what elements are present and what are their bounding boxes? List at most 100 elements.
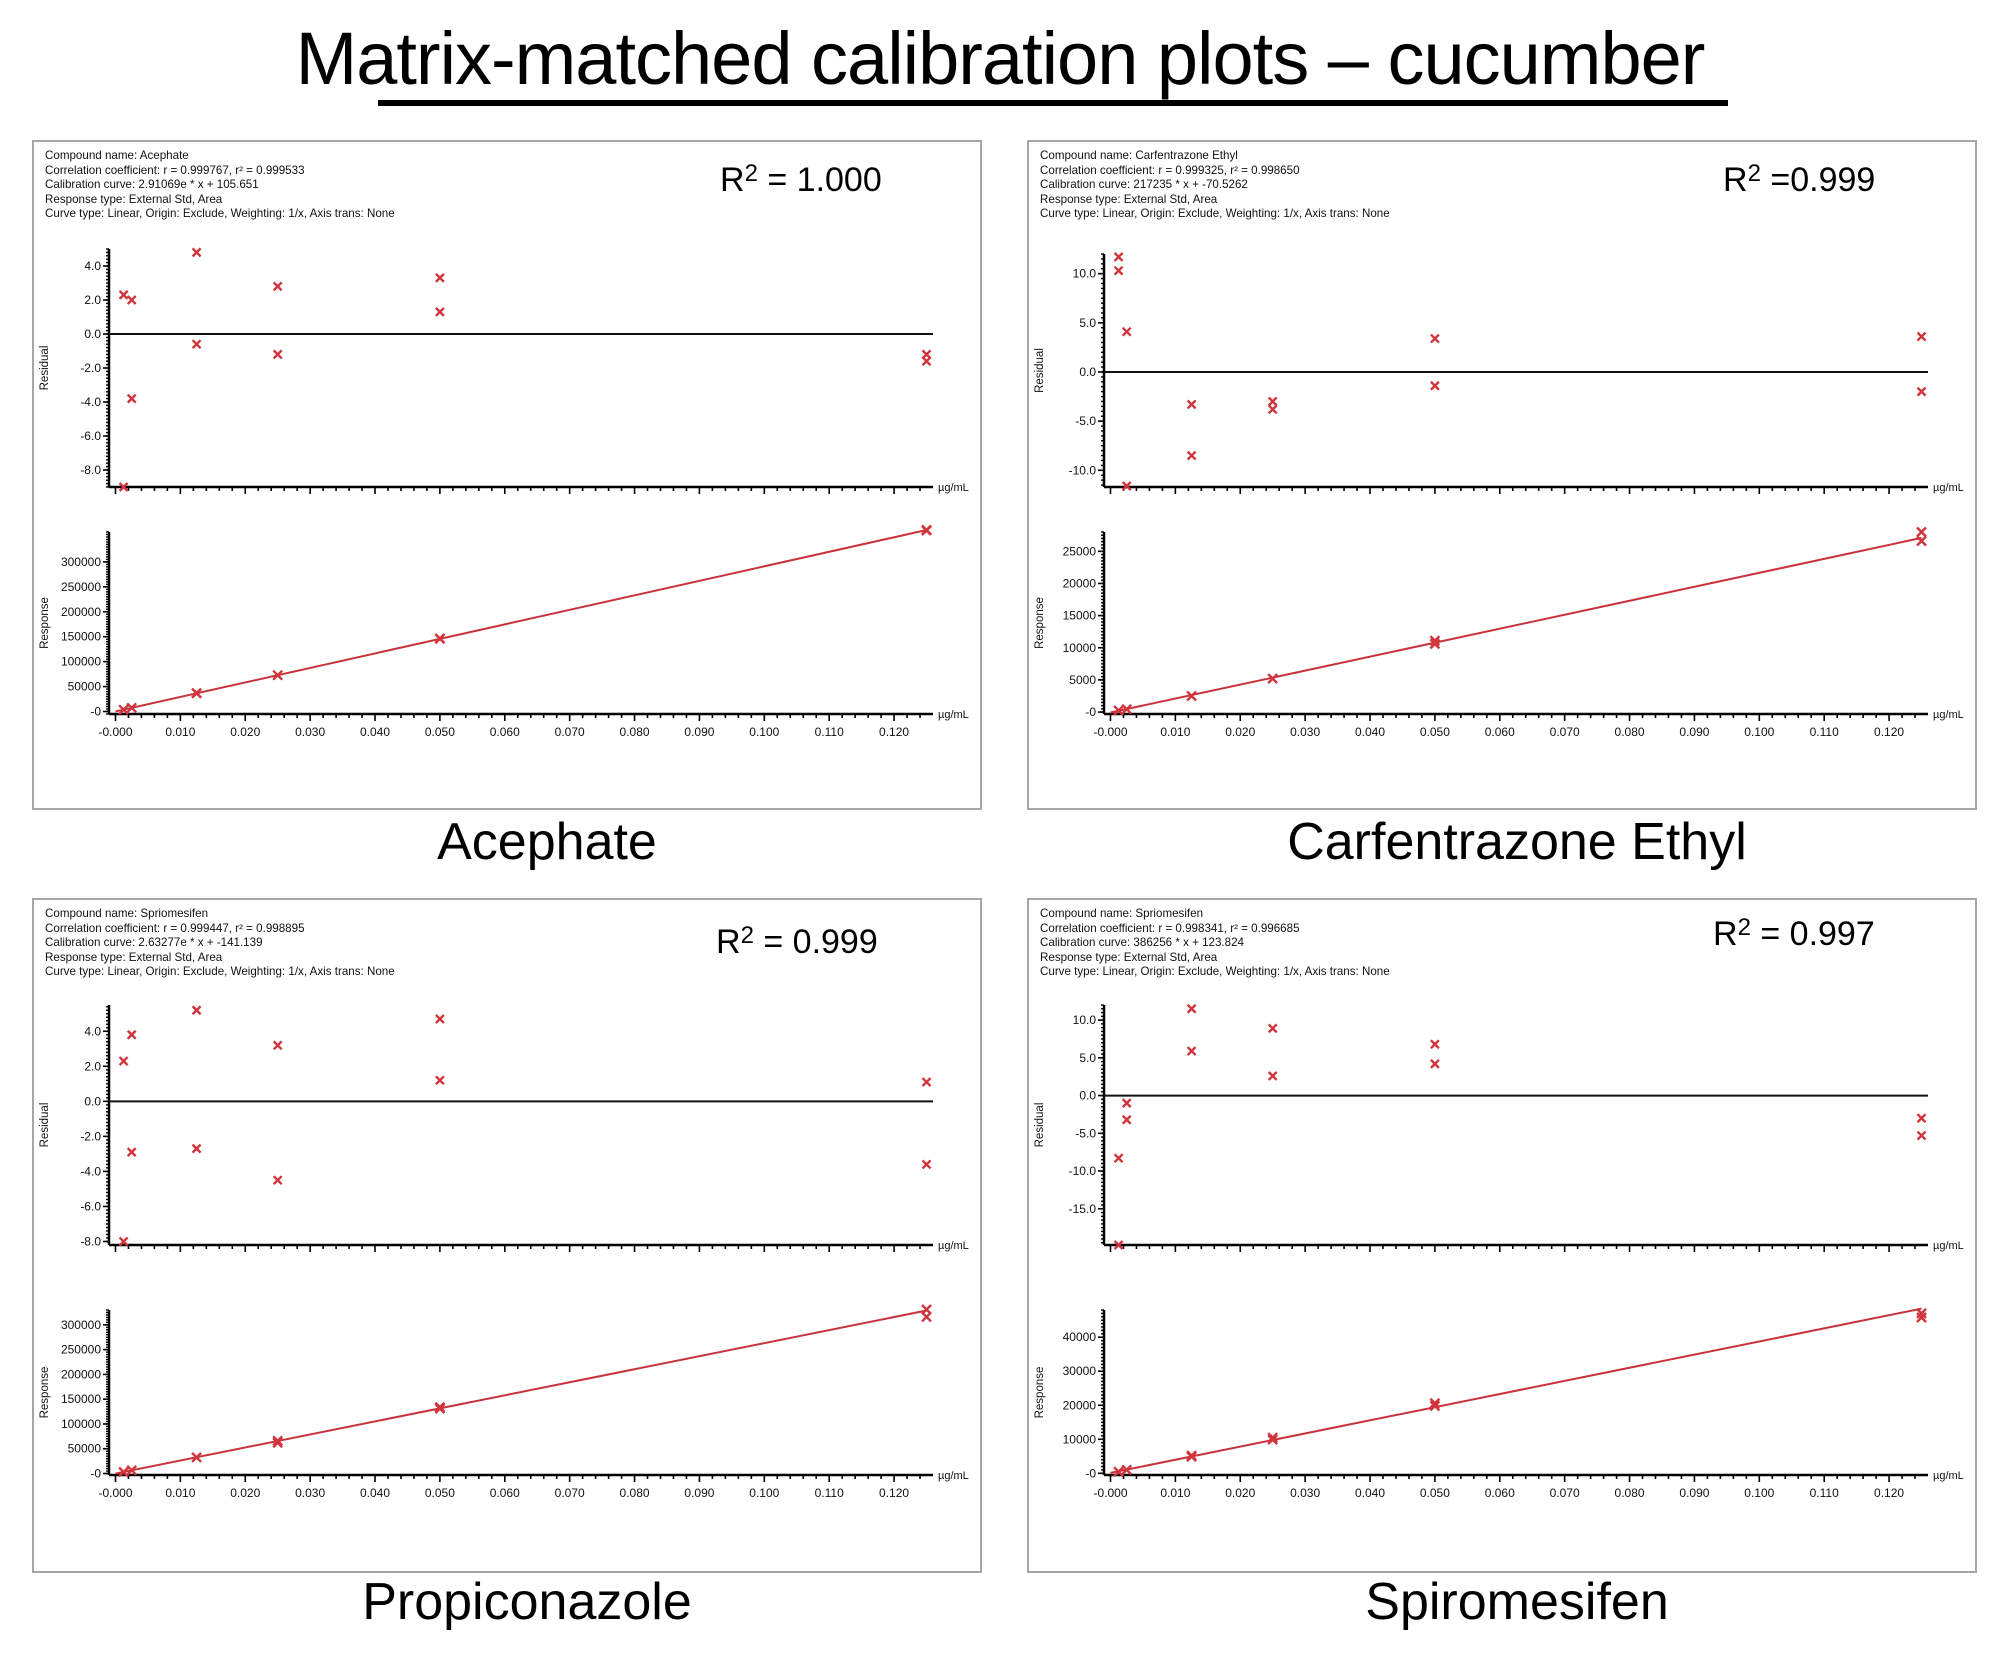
residual-point bbox=[921, 356, 932, 367]
info-correlation: Correlation coefficient: r = 0.999447, r… bbox=[45, 921, 305, 935]
residual-y-tick-label: -4.0 bbox=[80, 1164, 101, 1178]
calibration-fit-line bbox=[115, 1309, 927, 1475]
x-tick-label: 0.020 bbox=[230, 1486, 260, 1500]
r2-superscript: 2 bbox=[1747, 160, 1761, 187]
residual-y-tick-label: -6.0 bbox=[80, 1199, 101, 1213]
r2-superscript: 2 bbox=[1737, 914, 1751, 941]
info-calibration: Calibration curve: 2.91069e * x + 105.65… bbox=[45, 178, 259, 191]
r2-annotation: R2 = 1.000 bbox=[720, 160, 882, 200]
response-y-tick-label: 10000 bbox=[1063, 641, 1097, 655]
residual-point bbox=[272, 1175, 283, 1186]
response-y-tick-label: 40000 bbox=[1063, 1330, 1097, 1344]
response-y-tick-label: 10000 bbox=[1063, 1432, 1097, 1446]
residual-plot: 4.0 2.0 0.0 -2.0 -4.0 -6.0 -8.0 Residual µg/mL bbox=[39, 247, 969, 494]
response-point bbox=[118, 1466, 129, 1478]
x-tick-label: -0.000 bbox=[98, 1486, 132, 1500]
residual-y-tick-label: -2.0 bbox=[80, 1129, 101, 1143]
marker-stroke bbox=[435, 1014, 445, 1024]
marker-stroke bbox=[1916, 1308, 1927, 1319]
residual-point bbox=[191, 247, 202, 258]
marker-stroke bbox=[1429, 635, 1441, 647]
marker-stroke bbox=[272, 281, 283, 292]
calibration-panel-carfentrazone-ethyl: 10.0 5.0 0.0 -5.0 -10.0 Residual µg/mL 25000 200… bbox=[1027, 140, 1977, 810]
response-y-tick-label: 5000 bbox=[1069, 673, 1096, 687]
residual-y-axis-label: Residual bbox=[39, 1103, 51, 1148]
response-y-tick-label: -0 bbox=[1085, 705, 1096, 719]
compound-label: Propiconazole bbox=[362, 1573, 692, 1631]
marker-stroke bbox=[1121, 703, 1133, 715]
info-response-type: Response type: External Std, Area bbox=[45, 192, 223, 206]
residual-point bbox=[921, 1159, 932, 1170]
marker-stroke bbox=[1113, 1240, 1124, 1250]
info-correlation: Correlation coefficient: r = 0.999325, r… bbox=[1040, 163, 1300, 177]
title-underline bbox=[378, 100, 1728, 106]
marker-stroke bbox=[1186, 399, 1197, 410]
x-tick-label: 0.030 bbox=[295, 1486, 325, 1500]
x-tick-label: 0.050 bbox=[425, 1486, 455, 1500]
marker-stroke bbox=[1113, 252, 1124, 262]
response-plot: 25000 20000 15000 10000 5000 -0 Response µg/mL -… bbox=[1034, 526, 1964, 739]
marker-stroke bbox=[118, 1236, 129, 1247]
residual-point bbox=[1186, 1003, 1197, 1014]
residual-point bbox=[118, 1056, 129, 1066]
response-y-axis-label: Response bbox=[39, 597, 51, 649]
residual-point bbox=[126, 1029, 137, 1040]
marker-stroke bbox=[1113, 1153, 1124, 1164]
response-point bbox=[1916, 1308, 1927, 1319]
residual-point bbox=[1113, 252, 1124, 262]
marker-stroke bbox=[126, 1464, 138, 1476]
r2-annotation: R2 =0.999 bbox=[1723, 160, 1875, 200]
marker-stroke bbox=[1267, 1023, 1278, 1034]
compound-info: Compound name: Acephate Correlation coef… bbox=[45, 149, 395, 222]
x-tick-label: 0.070 bbox=[1550, 1486, 1580, 1500]
residual-point bbox=[1267, 1071, 1278, 1081]
marker-stroke bbox=[435, 307, 445, 317]
x-tick-label: -0.000 bbox=[1093, 725, 1127, 739]
marker-stroke bbox=[1121, 1114, 1132, 1125]
response-point bbox=[1121, 1464, 1133, 1476]
marker-stroke bbox=[1186, 1003, 1197, 1014]
r2-value: = 0.997 bbox=[1750, 915, 1875, 953]
marker-stroke bbox=[1267, 673, 1279, 684]
marker-stroke bbox=[1429, 1397, 1441, 1409]
residual-y-tick-label: 10.0 bbox=[1073, 267, 1097, 281]
marker-stroke bbox=[118, 704, 129, 716]
x-unit-label: µg/mL bbox=[1933, 482, 1964, 494]
residual-point bbox=[1186, 1046, 1197, 1056]
residual-point bbox=[126, 1147, 137, 1158]
response-point bbox=[1429, 635, 1441, 647]
marker-stroke bbox=[1916, 1130, 1927, 1141]
marker-stroke bbox=[118, 1056, 129, 1066]
x-tick-label: 0.110 bbox=[1810, 725, 1839, 739]
calibration-chart: 10.0 5.0 0.0 -5.0 -10.0 Residual µg/mL 25000 200… bbox=[1034, 252, 1964, 739]
residual-y-axis-label: Residual bbox=[39, 346, 51, 391]
response-y-axis-label: Response bbox=[39, 1367, 51, 1419]
x-tick-label: 0.010 bbox=[1160, 1486, 1190, 1500]
calibration-fit-line bbox=[115, 529, 927, 713]
x-tick-label: 0.050 bbox=[1420, 1486, 1450, 1500]
marker-stroke bbox=[272, 1175, 283, 1186]
x-tick-label: 0.120 bbox=[879, 1486, 909, 1500]
residual-point bbox=[1186, 399, 1197, 410]
marker-stroke bbox=[118, 1466, 129, 1478]
x-tick-label: 0.090 bbox=[684, 1486, 714, 1500]
residual-point bbox=[1430, 1059, 1440, 1069]
info-curve-type: Curve type: Linear, Origin: Exclude, Wei… bbox=[1040, 965, 1390, 978]
response-y-tick-label: 25000 bbox=[1063, 544, 1097, 558]
marker-stroke bbox=[118, 482, 129, 492]
marker-stroke bbox=[272, 1437, 284, 1449]
marker-stroke bbox=[191, 1143, 202, 1154]
compound-info: Compound name: Spriomesifen Correlation … bbox=[1040, 907, 1390, 980]
marker-stroke bbox=[191, 339, 202, 350]
x-tick-label: 0.070 bbox=[555, 1486, 585, 1500]
x-tick-label: 0.110 bbox=[815, 725, 844, 739]
calibration-panel-spiromesifen: 10.0 5.0 0.0 -5.0 -10.0 -15.0 Residual µg/mL 400… bbox=[1027, 898, 1977, 1573]
residual-point bbox=[191, 1143, 202, 1154]
r2-label: R bbox=[716, 923, 741, 961]
x-unit-label: µg/mL bbox=[938, 1470, 969, 1482]
x-tick-label: 0.080 bbox=[620, 725, 650, 739]
residual-point bbox=[1113, 1240, 1124, 1250]
x-unit-label: µg/mL bbox=[938, 1240, 969, 1252]
x-tick-label: 0.110 bbox=[815, 1486, 844, 1500]
marker-stroke bbox=[921, 1159, 932, 1170]
